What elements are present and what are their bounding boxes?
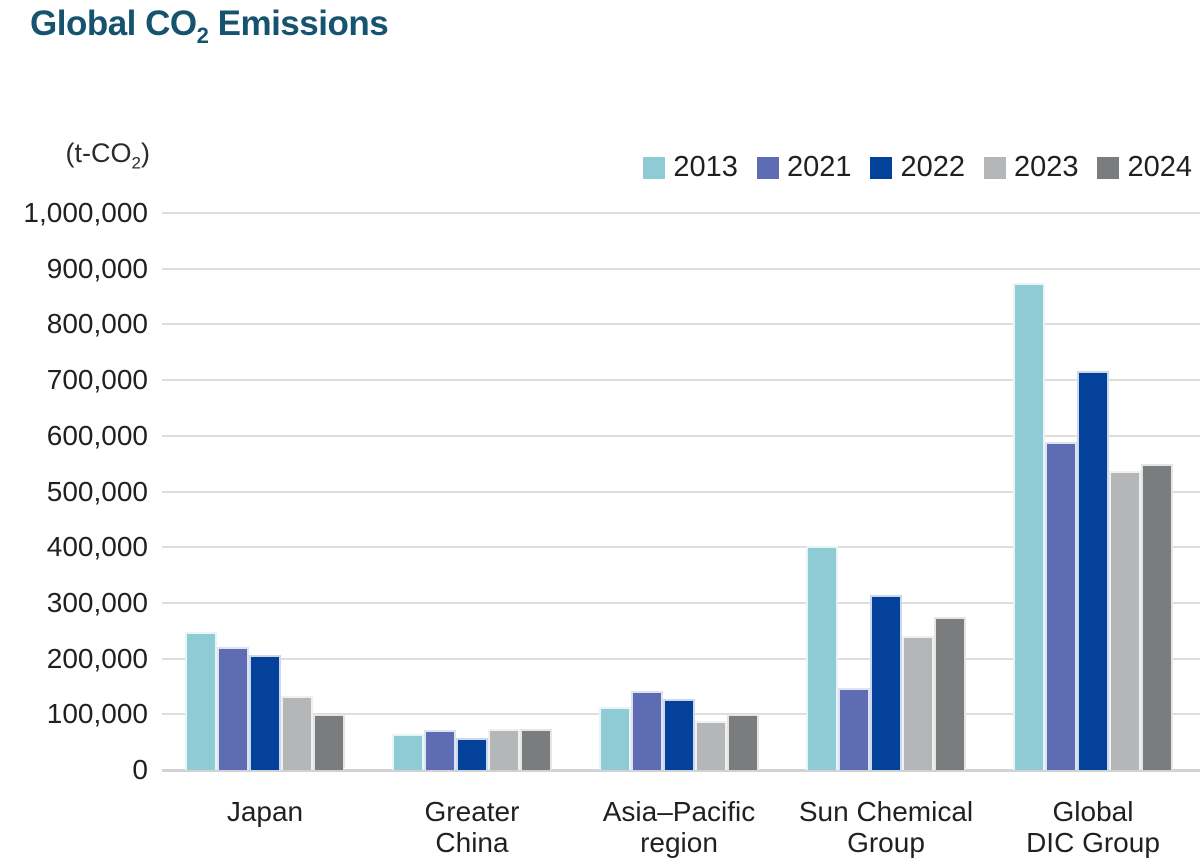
- bar-2024: [1141, 463, 1173, 770]
- bar-2023: [488, 729, 520, 770]
- bar-group-2: [392, 213, 552, 770]
- y-tick-label: 100,000: [46, 698, 148, 730]
- legend-item-2023: 2023: [983, 151, 1079, 184]
- bar-2022: [870, 595, 902, 770]
- bar-2023: [695, 720, 727, 770]
- y-tick-label: 700,000: [46, 364, 148, 396]
- x-category-label-line: China: [435, 827, 509, 858]
- bar-group-4: [806, 213, 966, 770]
- x-category-label-line: Sun Chemical: [798, 796, 974, 827]
- bar-2023: [1109, 470, 1141, 770]
- legend-swatch-icon: [983, 156, 1006, 179]
- legend-item-2013: 2013: [643, 151, 738, 184]
- bar-2024: [520, 729, 552, 770]
- legend-swatch-icon: [870, 156, 893, 179]
- legend: 2013 2021 2022 2023 2024: [624, 151, 1192, 184]
- bar-2022: [663, 698, 695, 770]
- x-category-label: Asia–Pacific region: [575, 796, 783, 858]
- bar-2021: [1045, 442, 1077, 770]
- legend-item-2021: 2021: [756, 151, 852, 184]
- y-axis-unit-label: (t-CO2): [0, 138, 150, 173]
- gridline: [162, 657, 1200, 660]
- gridline: [162, 212, 1200, 214]
- bar-group-5: [1013, 213, 1173, 770]
- x-category-label: Global DIC Group: [989, 796, 1197, 858]
- legend-label: 2013: [673, 151, 738, 183]
- x-category-label: Japan: [161, 796, 369, 827]
- bar-2024: [934, 616, 966, 770]
- bar-group-3: [599, 213, 759, 770]
- gridline: [162, 267, 1200, 270]
- y-tick-label: 400,000: [46, 531, 148, 563]
- gridline: [162, 379, 1200, 382]
- y-tick-label: 500,000: [46, 475, 148, 507]
- bar-2021: [217, 647, 249, 770]
- legend-swatch-icon: [756, 156, 779, 179]
- bar-2024: [727, 714, 759, 770]
- legend-label: 2023: [1013, 151, 1079, 183]
- bar-2021: [424, 729, 456, 770]
- x-axis-line: [162, 769, 1200, 772]
- y-tick-label: 300,000: [46, 586, 148, 618]
- bar-2013: [392, 733, 424, 770]
- gridline: [162, 601, 1200, 604]
- y-tick-label: 800,000: [46, 308, 148, 340]
- chart-title-prefix: Global CO: [30, 4, 197, 43]
- x-category-label: Sun Chemical Group: [782, 796, 990, 858]
- bar-2022: [249, 654, 281, 770]
- bar-2023: [281, 695, 313, 770]
- legend-label: 2024: [1127, 151, 1192, 183]
- legend-swatch-icon: [1097, 156, 1120, 179]
- bar-2022: [456, 737, 488, 770]
- y-tick-label: 600,000: [46, 419, 148, 451]
- gridline: [162, 490, 1200, 493]
- legend-label: 2022: [900, 151, 965, 183]
- bar-2013: [599, 706, 631, 770]
- legend-item-2024: 2024: [1097, 151, 1192, 184]
- bar-2013: [806, 546, 838, 770]
- bar-2023: [902, 635, 934, 770]
- x-category-label-line: DIC Group: [1026, 827, 1160, 858]
- y-tick-label: 0: [132, 754, 148, 785]
- bar-2013: [185, 631, 217, 770]
- bar-2021: [631, 691, 663, 770]
- x-category-label-line: Greater: [424, 796, 520, 827]
- x-category-label-line: Japan: [226, 796, 304, 827]
- y-tick-label: 1,000,000: [23, 197, 148, 228]
- x-category-label: Greater China: [368, 796, 576, 858]
- chart-title-subscript: 2: [196, 23, 209, 48]
- bar-2022: [1077, 371, 1109, 770]
- y-tick-label: 200,000: [46, 642, 148, 674]
- y-axis-unit-subscript: 2: [131, 153, 141, 173]
- x-category-label-line: Asia–Pacific: [602, 796, 756, 827]
- x-category-label-line: Global: [1052, 796, 1134, 827]
- legend-label: 2021: [786, 151, 852, 183]
- y-tick-label: 900,000: [46, 252, 148, 284]
- chart-title-suffix: Emissions: [208, 4, 389, 43]
- legend-swatch-icon: [643, 156, 666, 179]
- y-axis-unit-suffix: ): [141, 138, 150, 168]
- gridline: [162, 546, 1200, 549]
- x-category-label-line: region: [640, 827, 718, 858]
- x-category-label-line: Group: [847, 827, 925, 858]
- bar-2024: [313, 714, 345, 770]
- chart-title: Global CO2 Emissions: [30, 4, 389, 49]
- bar-group-1: [185, 213, 345, 770]
- bar-2013: [1013, 283, 1045, 770]
- legend-item-2022: 2022: [870, 151, 965, 184]
- gridline: [162, 323, 1200, 326]
- gridline: [162, 434, 1200, 437]
- bar-2021: [838, 687, 870, 770]
- y-axis-unit-prefix: (t-CO: [65, 138, 132, 168]
